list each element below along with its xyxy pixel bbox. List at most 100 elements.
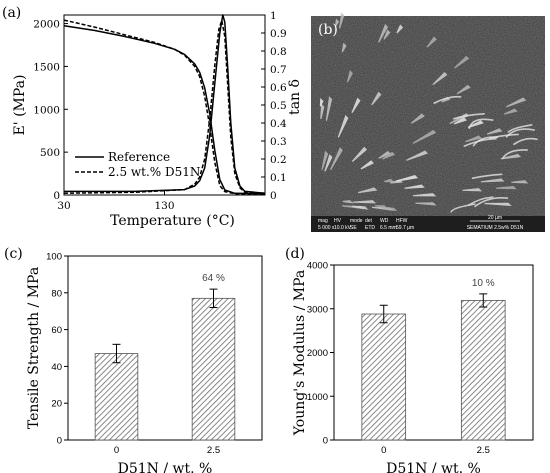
sem-value-0: 5 000 x	[318, 225, 335, 231]
y2-tick-label-a: 0.1	[270, 172, 287, 184]
y-tick-label-a: 1500	[33, 61, 60, 73]
sem-fracture-ridge	[512, 137, 538, 146]
sem-fracture-ridge	[474, 197, 509, 208]
sem-fracture-flake	[325, 96, 333, 121]
y-axis-title-c: Tensile Strength / MPa	[26, 267, 42, 429]
sem-fracture-flake	[506, 97, 527, 108]
sem-fracture-flake	[454, 55, 470, 69]
sem-header-1: HV	[334, 218, 342, 224]
sem-fracture-flake	[404, 184, 425, 189]
sem-value-1: 10.0 kV	[334, 225, 352, 231]
x-tick-label-d-0: 0	[381, 445, 386, 456]
panel-label-b: (b)	[318, 22, 338, 38]
sem-fracture-flake	[480, 178, 505, 183]
y2-tick-label-a: 0.3	[270, 136, 287, 148]
sem-fracture-flake	[321, 150, 329, 170]
sem-fracture-flake	[378, 24, 389, 43]
y-tick-label-c: 100	[46, 252, 62, 263]
sem-fracture-flake	[406, 150, 429, 161]
sem-scale-label: 20 µm	[488, 215, 502, 221]
sem-fracture-ridge	[452, 113, 485, 120]
sem-fracture-flake	[486, 128, 503, 135]
x-tick-label-c-0: 0	[114, 445, 119, 456]
sem-fracture-ridge	[472, 136, 499, 147]
sem-value-5: 59.7 µm	[396, 225, 414, 231]
panel-label-d: (d)	[285, 246, 305, 262]
sem-fracture-flake	[346, 70, 353, 83]
sem-fracture-flake	[484, 202, 512, 207]
sem-fracture-flake	[320, 103, 325, 120]
bar-c-1	[191, 297, 236, 441]
legend-label-a-0: Reference	[108, 150, 170, 164]
sem-value-4: 6.5 mm	[380, 225, 397, 231]
chart-d: 0 1000 2000 3000 4000 0 2.5 10 % D51N / wt. % You…	[292, 261, 534, 473]
x-tick-label-a: 130	[154, 200, 174, 212]
sem-value-3: ETD	[365, 225, 375, 231]
sem-fracture-flake	[378, 150, 391, 159]
sem-fracture-ridge	[467, 196, 494, 207]
sem-fracture-flake	[412, 193, 437, 197]
sem-fracture-flake	[396, 175, 419, 182]
y-tick-label-d: 3000	[307, 304, 328, 315]
sem-fracture-flake	[426, 36, 437, 48]
sem-fracture-flake	[358, 187, 378, 194]
sem-fracture-flake	[351, 97, 361, 114]
y2-tick-label-a: 0.7	[270, 64, 287, 76]
sem-fracture-flake	[351, 146, 368, 162]
sem-fracture-flake	[383, 29, 391, 40]
sem-header-5: HFW	[396, 218, 408, 224]
x-tick-label-c-1: 2.5	[207, 445, 220, 456]
y2-tick-label-a: 0.5	[270, 100, 287, 112]
sem-fracture-flake	[319, 97, 324, 107]
sem-fracture-flake	[412, 129, 437, 144]
sem-fracture-flake	[396, 24, 404, 34]
sem-fracture-ridge	[505, 128, 535, 138]
y-tick-label-a: 500	[40, 147, 60, 159]
sem-fracture-flake	[371, 91, 382, 106]
sem-fracture-flake	[352, 200, 377, 204]
y-tick-label-c: 0	[57, 436, 62, 447]
x-tick-label-d-1: 2.5	[477, 445, 490, 456]
y2-axis-title-a: tan δ	[287, 79, 303, 115]
sem-fracture-flake	[503, 108, 518, 115]
sem-fracture-ridge	[488, 133, 519, 140]
sem-databar	[311, 216, 545, 232]
sem-fracture-flake	[337, 114, 349, 138]
sem-fracture-features	[319, 12, 538, 213]
sem-fracture-ridge	[471, 173, 503, 180]
y2-tick-label-a: 0.8	[270, 46, 287, 58]
sem-header-2: mode	[350, 218, 363, 224]
y2-tick-label-a: 0.9	[270, 28, 287, 40]
sem-fracture-flake	[511, 180, 529, 184]
panel-label-a: (a)	[2, 5, 21, 21]
sem-fracture-flake	[456, 84, 471, 95]
sem-fracture-flake	[453, 117, 468, 125]
series-line-a-2	[64, 14, 266, 194]
y2-tick-label-a: 0	[270, 190, 277, 202]
y-tick-label-c: 60	[51, 325, 62, 336]
sem-fracture-flake	[339, 12, 345, 29]
series-line-a-3	[63, 19, 266, 194]
x-axis-title-a: Temperature (°C)	[110, 213, 235, 229]
y-tick-label-c: 20	[51, 399, 62, 410]
chart-a: 0 500 1000 1500 2000 0 0.1 0.2 0.3 0.4 0.5 0.6 0.7 0.…	[12, 10, 303, 229]
y-tick-label-a: 0	[53, 190, 60, 202]
y2-tick-label-a: 0.4	[270, 118, 287, 130]
legend-label-a-1: 2.5 wt.% D51N	[108, 165, 200, 179]
sem-header-4: WD	[380, 218, 389, 224]
sem-texture	[311, 16, 545, 232]
sem-fracture-ridge	[450, 203, 476, 213]
sem-fracture-flake	[360, 160, 375, 170]
x-tick-label-a: 30	[57, 200, 70, 212]
sem-fracture-flake	[495, 185, 517, 190]
bar-annotation-c-1: 64 %	[202, 273, 225, 284]
y2-tick-label-a: 1	[270, 10, 277, 22]
sem-fracture-flake	[381, 207, 398, 212]
sem-value-2: SE	[350, 225, 357, 231]
sem-fracture-flake	[467, 120, 484, 128]
x-axis-title-d: D51N / wt. %	[386, 461, 481, 473]
y-axis-title-a: E' (MPa)	[12, 75, 28, 136]
sem-fracture-flake	[341, 42, 347, 53]
plot-frame-c	[67, 255, 263, 441]
